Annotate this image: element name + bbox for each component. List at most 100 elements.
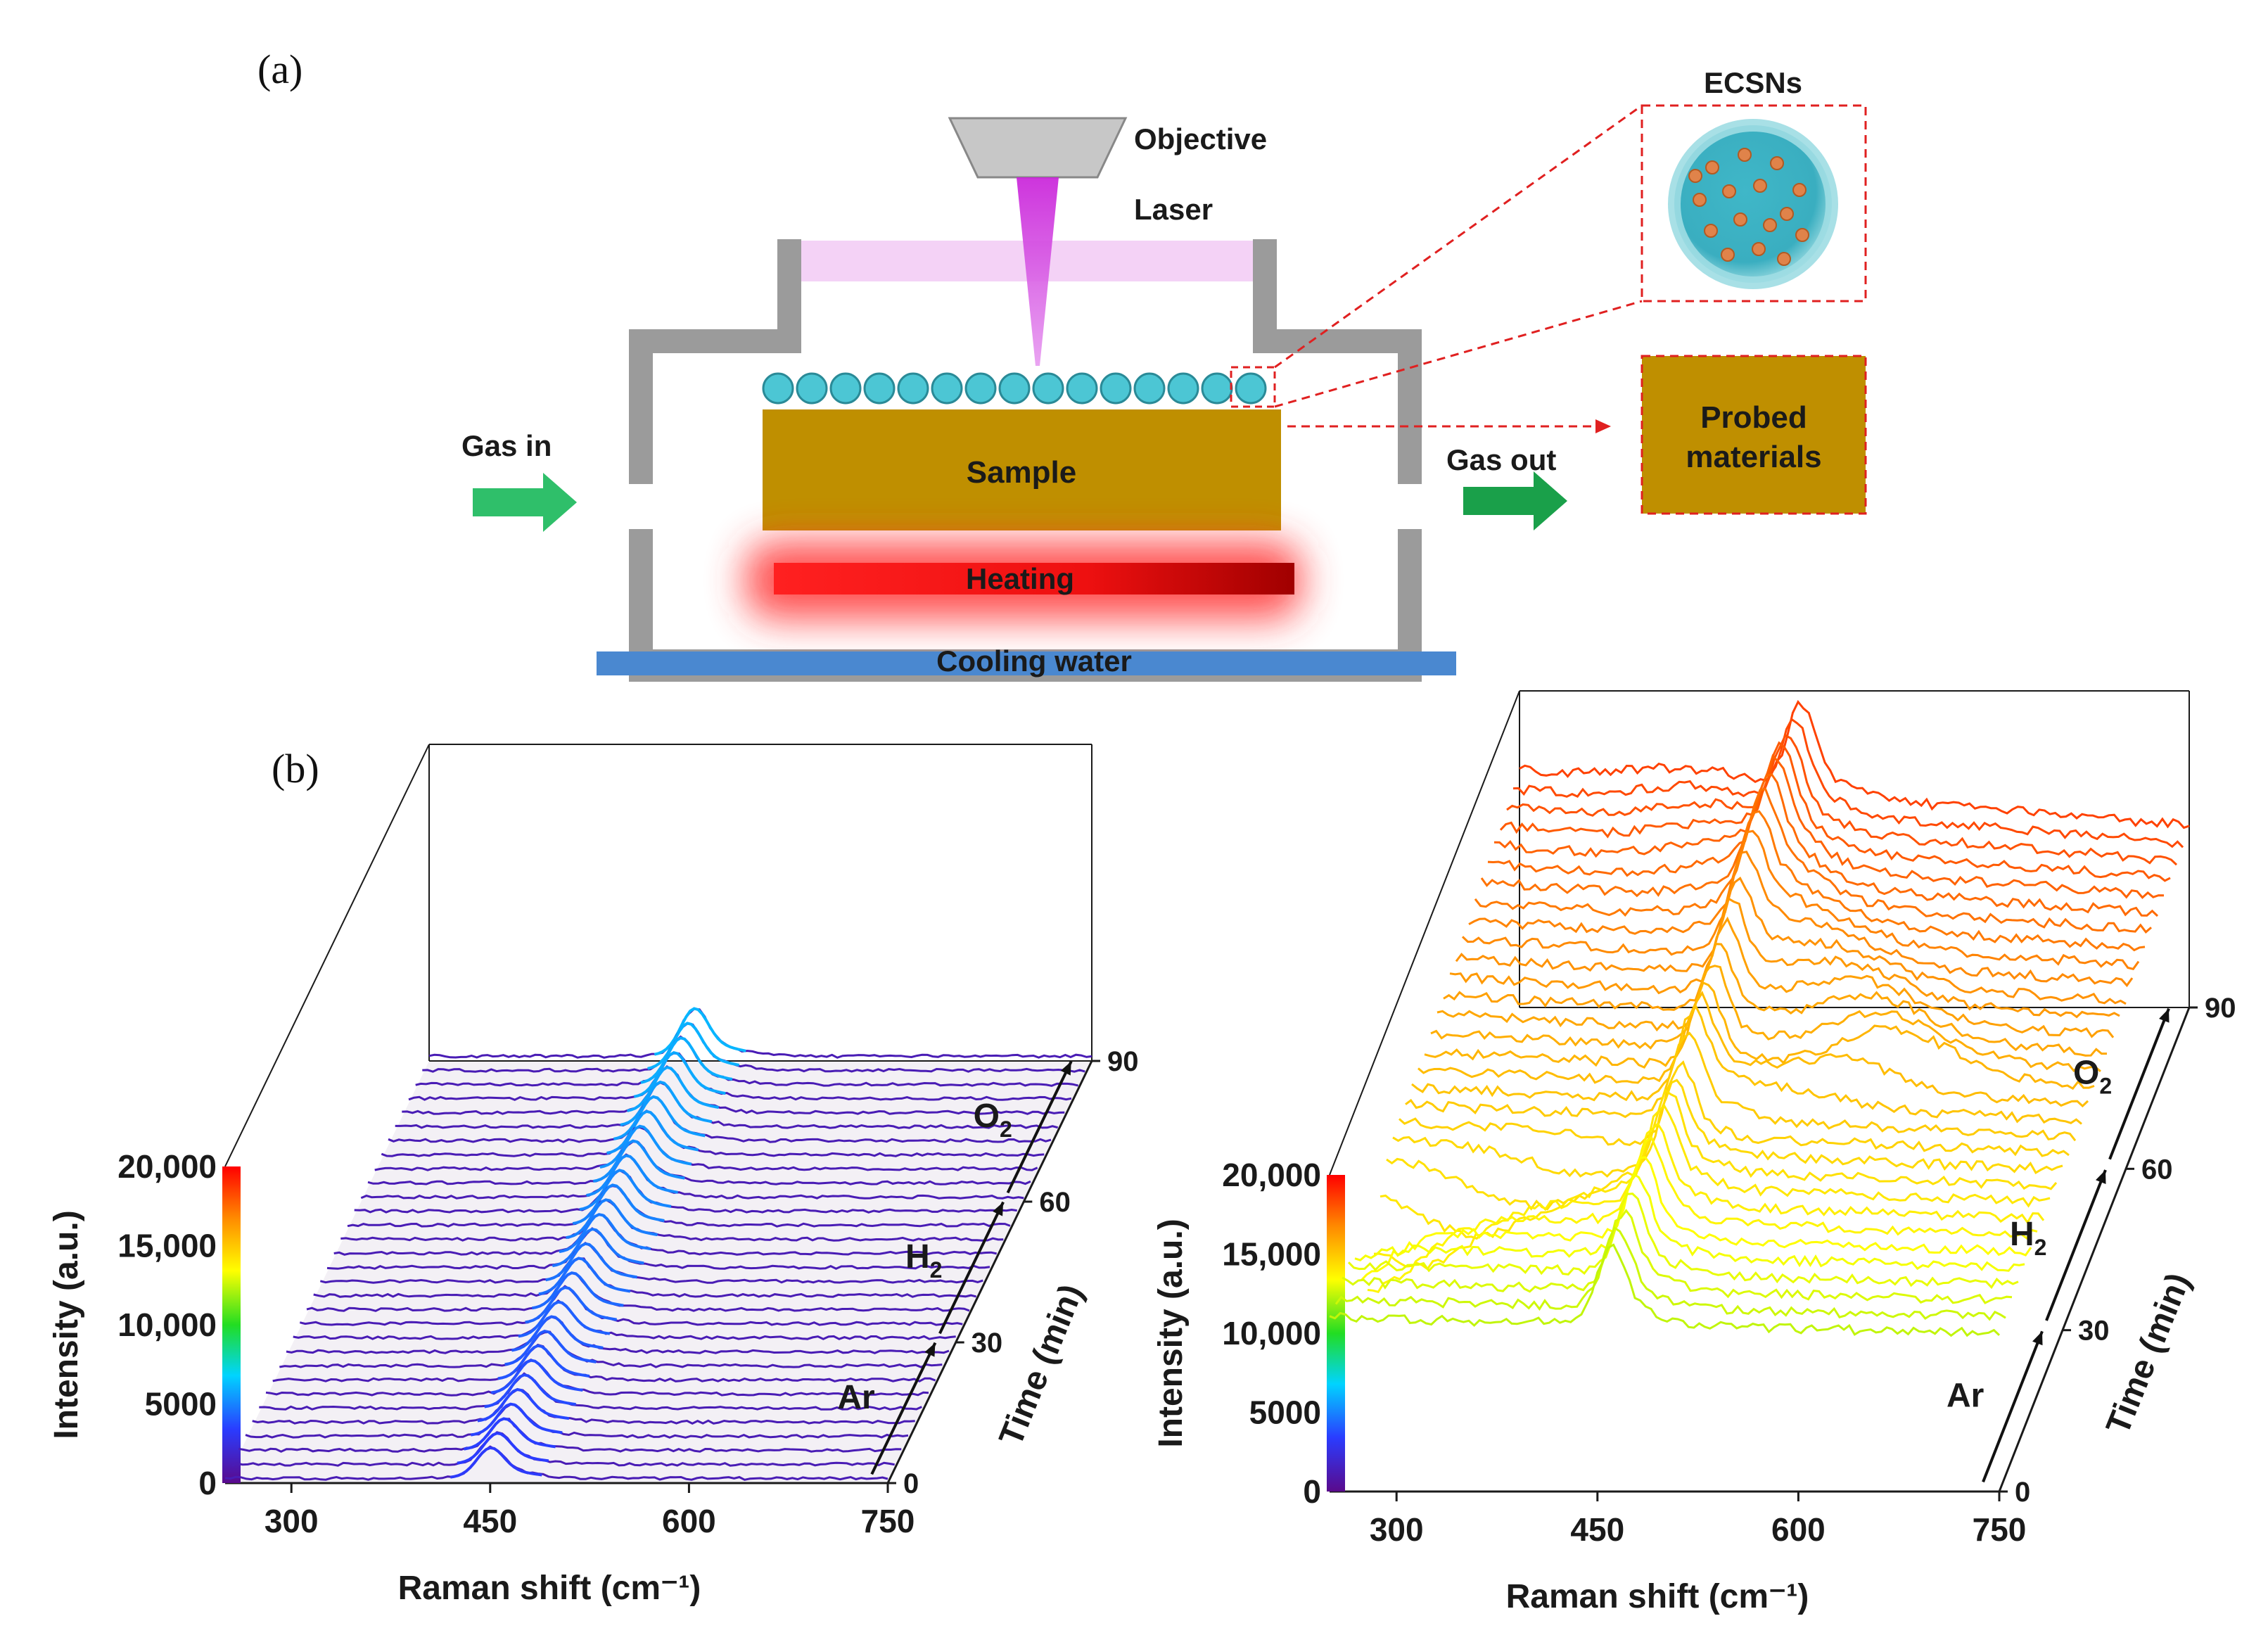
- gold-nanoparticle: [1704, 224, 1718, 238]
- spectrum-line: [306, 1271, 970, 1312]
- gas-arrow-line: [2108, 1007, 2170, 1160]
- gold-nanoparticle: [1733, 212, 1747, 227]
- spectrum-line: [333, 1213, 998, 1256]
- probed-materials-box: [1641, 355, 1867, 515]
- x-tick-label: 450: [463, 1503, 517, 1539]
- floor-plane: [225, 1061, 1092, 1483]
- gas-in-label: Gas in: [461, 429, 552, 462]
- y-tick-label: 10,000: [1222, 1315, 1321, 1352]
- peak-highlight: [613, 1095, 706, 1140]
- z-tick-label: 30: [2078, 1316, 2110, 1347]
- box-edge: [1329, 690, 1520, 1176]
- spectrum-line: [238, 1418, 902, 1453]
- peak-highlight: [545, 1242, 637, 1282]
- peak-highlight: [586, 1154, 678, 1197]
- gas-arrow-head: [924, 1342, 936, 1357]
- y-tick-label: 20,000: [117, 1148, 217, 1185]
- spectrum-line: [354, 1169, 1017, 1214]
- peak-highlight: [572, 1183, 665, 1226]
- gold-nanoparticle: [1738, 148, 1752, 162]
- ecsns-label: ECSNs: [1704, 66, 1802, 99]
- peak-highlight: [654, 1007, 746, 1056]
- spectrum-line: [428, 1007, 1092, 1059]
- y-tick-label: 10,000: [117, 1306, 217, 1343]
- spectrum-line: [1487, 773, 2159, 917]
- gold-nanoparticle: [1705, 160, 1719, 174]
- peak-highlight: [490, 1359, 583, 1394]
- callout-arrowhead: [1595, 419, 1611, 433]
- spectrum-line: [1367, 1136, 2038, 1294]
- spectrum-line: [1455, 877, 2127, 1005]
- spectrum-line: [1392, 1079, 2063, 1178]
- z-axis-title: Time (min): [993, 1279, 1091, 1451]
- spectrum-line: [265, 1359, 929, 1397]
- sample-particle: [1100, 372, 1132, 405]
- gas-arrow-line: [938, 1201, 1005, 1335]
- spectrum-line: [326, 1227, 990, 1270]
- spectrum-line: [388, 1095, 1052, 1143]
- gold-nanoparticle: [1763, 218, 1777, 232]
- peak-highlight: [620, 1080, 713, 1126]
- gas-label: Ar: [1947, 1377, 1984, 1414]
- colorbar: [1327, 1175, 1345, 1492]
- spectrum-line: [224, 1445, 888, 1481]
- gas-arrow-line: [870, 1342, 937, 1475]
- peak-highlight: [552, 1228, 644, 1268]
- peak-highlight: [538, 1257, 631, 1296]
- gas-arrow-head: [2159, 1008, 2170, 1023]
- objective-label: Objective: [1134, 122, 1267, 155]
- y-tick-label: 0: [198, 1465, 217, 1501]
- heater: [774, 563, 1294, 594]
- spectrum-line: [347, 1185, 1011, 1228]
- spectrum-line: [259, 1372, 922, 1411]
- callout-line-bottom: [1274, 300, 1643, 408]
- z-tick-label: 60: [1039, 1187, 1071, 1218]
- sample-particle: [1133, 372, 1166, 405]
- gold-nanoparticle: [1753, 179, 1767, 193]
- x-tick-label: 750: [861, 1503, 915, 1539]
- gold-nanoparticle: [1688, 169, 1702, 183]
- spectrum-line: [1512, 718, 2184, 848]
- spectrum-line: [422, 1022, 1085, 1073]
- peak-highlight: [477, 1387, 570, 1423]
- peak-highlight: [592, 1139, 685, 1183]
- spectrum-line: [252, 1388, 915, 1425]
- spectrum-line: [1461, 851, 2134, 988]
- peak-highlight: [470, 1402, 563, 1437]
- sample-particle: [1201, 372, 1233, 405]
- spectrum-line: [1334, 1226, 2006, 1321]
- colorbar: [222, 1166, 241, 1483]
- spectrum-line: [1493, 753, 2165, 899]
- gold-nanoparticle: [1780, 207, 1794, 221]
- x-axis-title: Raman shift (cm⁻¹): [1506, 1578, 1809, 1615]
- spectrum-line: [408, 1052, 1072, 1101]
- spectrum-line: [279, 1330, 943, 1368]
- sample-particle: [1066, 372, 1098, 405]
- spectrum-line: [1499, 741, 2171, 882]
- spectrum-line: [293, 1299, 956, 1340]
- spectrum-line: [1430, 965, 2101, 1073]
- spectrum-line: [313, 1257, 977, 1298]
- peak-highlight: [640, 1036, 733, 1084]
- peak-highlight: [525, 1285, 617, 1324]
- y-axis-title: Intensity (a.u.): [1152, 1219, 1190, 1447]
- gas-out-arrow: [1463, 471, 1567, 530]
- probed-materials-label-line2: materials: [1686, 440, 1821, 474]
- spectrum-line: [1418, 991, 2089, 1108]
- spectrum-line: [1519, 699, 2190, 829]
- gas-arrow-head: [993, 1202, 1004, 1216]
- peak-highlight: [579, 1169, 672, 1212]
- spectrum-line: [299, 1285, 963, 1326]
- x-tick-label: 300: [1370, 1511, 1424, 1548]
- spectrum-line: [245, 1403, 909, 1439]
- x-axis-title: Raman shift (cm⁻¹): [398, 1570, 701, 1607]
- probed-materials-label-line1: Probed: [1700, 400, 1807, 435]
- sample-particle: [762, 372, 794, 405]
- particle-layer: [762, 372, 1267, 405]
- ecsn-particle: [1668, 119, 1838, 289]
- laser-beam: [1017, 177, 1059, 366]
- spectrum-line: [1411, 1004, 2082, 1125]
- y-tick-label: 5000: [1249, 1394, 1321, 1431]
- callout-small-box: [1230, 366, 1276, 408]
